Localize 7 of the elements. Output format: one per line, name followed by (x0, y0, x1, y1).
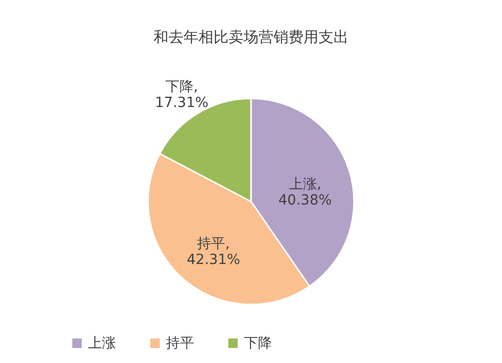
legend-label: 下降 (244, 335, 272, 352)
data-label: 持平, 42.31% (186, 236, 240, 268)
data-label: 下降, 17.31% (155, 78, 208, 111)
legend-label: 上涨 (88, 335, 116, 352)
legend-label: 持平 (166, 335, 194, 352)
chart-title: 和去年相比卖场营销费用支出 (154, 28, 348, 46)
data-label: 上涨, 40.38% (278, 176, 332, 209)
